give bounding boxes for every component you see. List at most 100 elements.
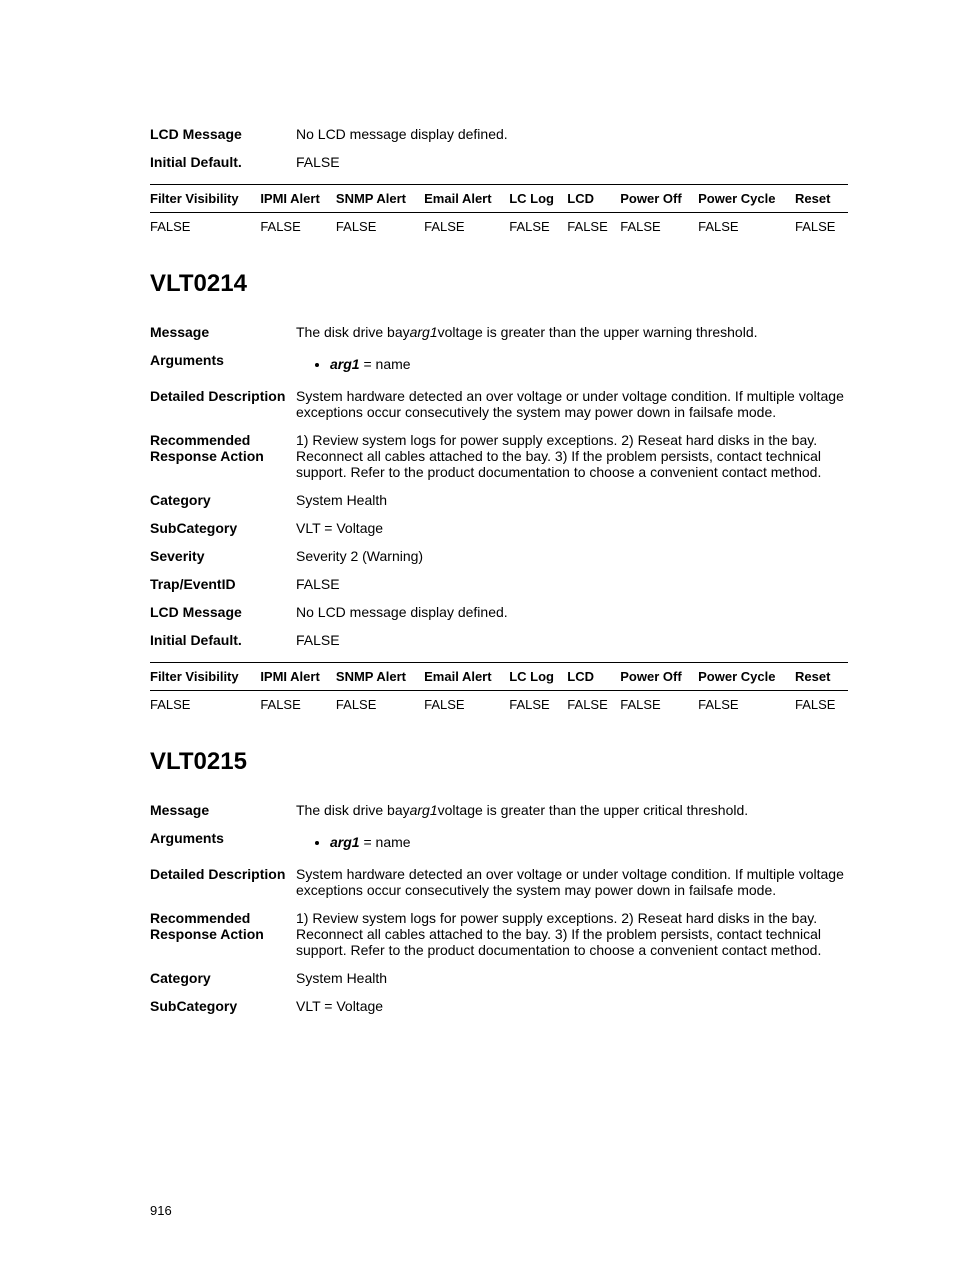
col-header: Filter Visibility [150, 185, 260, 213]
arg-val: = name [360, 356, 411, 372]
prop-label: LCD Message [150, 120, 296, 148]
prop-value: 1) Review system logs for power supply e… [296, 426, 848, 486]
table-row: Initial Default. FALSE [150, 148, 848, 176]
prop-label: Severity [150, 542, 296, 570]
col-header: Email Alert [424, 185, 509, 213]
prop-value: FALSE [296, 626, 848, 654]
prop-label: Recommended Response Action [150, 426, 296, 486]
cell: FALSE [336, 691, 424, 719]
prop-value: System Health [296, 486, 848, 514]
table-row: Recommended Response Action 1) Review sy… [150, 426, 848, 486]
arg-name: arg1 [330, 356, 360, 372]
prop-value: FALSE [296, 570, 848, 598]
cell: FALSE [620, 213, 698, 241]
col-header: Power Cycle [698, 185, 795, 213]
table-row: FALSE FALSE FALSE FALSE FALSE FALSE FALS… [150, 213, 848, 241]
prop-value: VLT = Voltage [296, 992, 848, 1020]
col-header: Reset [795, 663, 848, 691]
message-arg: arg1 [410, 802, 438, 818]
arg-val: = name [360, 834, 411, 850]
cell: FALSE [424, 213, 509, 241]
cell: FALSE [567, 691, 620, 719]
col-header: Power Off [620, 185, 698, 213]
cell: FALSE [509, 691, 567, 719]
cell: FALSE [336, 213, 424, 241]
prop-label: Detailed Description [150, 382, 296, 426]
prop-value: 1) Review system logs for power supply e… [296, 904, 848, 964]
prop-label: SubCategory [150, 514, 296, 542]
table-row: LCD Message No LCD message display defin… [150, 120, 848, 148]
prop-label: Detailed Description [150, 860, 296, 904]
message-pre: The disk drive bay [296, 802, 410, 818]
col-header: SNMP Alert [336, 185, 424, 213]
arguments-list: arg1 = name [330, 832, 848, 852]
table-row: Recommended Response Action 1) Review sy… [150, 904, 848, 964]
table-row: Message The disk drive bayarg1voltage is… [150, 318, 848, 346]
prop-value: No LCD message display defined. [296, 598, 848, 626]
cell: FALSE [260, 213, 336, 241]
table-row: Severity Severity 2 (Warning) [150, 542, 848, 570]
cell: FALSE [150, 691, 260, 719]
prop-label: Arguments [150, 346, 296, 382]
col-header: LC Log [509, 663, 567, 691]
prop-value: System hardware detected an over voltage… [296, 860, 848, 904]
col-header: Email Alert [424, 663, 509, 691]
message-post: voltage is greater than the upper warnin… [438, 324, 758, 340]
prop-label: Initial Default. [150, 626, 296, 654]
partial-top-props: LCD Message No LCD message display defin… [150, 120, 848, 176]
vlt0214-props: Message The disk drive bay arg1 voltage is… [150, 318, 848, 654]
prop-value: No LCD message display defined. [296, 120, 848, 148]
cell: FALSE [698, 213, 795, 241]
cell: FALSE [795, 691, 848, 719]
prop-value: System hardware detected an over voltage… [296, 382, 848, 426]
filter-table-1: Filter Visibility IPMI Alert SNMP Alert … [150, 184, 848, 240]
section-title-vlt0214: VLT0214 [150, 270, 848, 298]
prop-label: LCD Message [150, 598, 296, 626]
vlt0215-props: Message The disk drive bayarg1voltage is… [150, 796, 848, 1020]
prop-value: The disk drive bayarg1voltage is greater… [296, 796, 848, 824]
page-number: 916 [150, 1203, 172, 1218]
table-row: SubCategory VLT = Voltage [150, 514, 848, 542]
table-row: Trap/EventID FALSE [150, 570, 848, 598]
page-content: LCD Message No LCD message display defin… [0, 0, 954, 1268]
prop-label: Category [150, 486, 296, 514]
cell: FALSE [795, 213, 848, 241]
col-header: IPMI Alert [260, 663, 336, 691]
message-post: voltage is greater than the upper critic… [438, 802, 749, 818]
prop-value: arg1 = name [296, 824, 848, 860]
table-row: Detailed Description System hardware det… [150, 860, 848, 904]
cell: FALSE [698, 691, 795, 719]
cell: FALSE [424, 691, 509, 719]
cell: FALSE [620, 691, 698, 719]
argument-item: arg1 = name [330, 832, 848, 852]
table-row: Initial Default. FALSE [150, 626, 848, 654]
cell: FALSE [567, 213, 620, 241]
table-header-row: Filter Visibility IPMI Alert SNMP Alert … [150, 185, 848, 213]
prop-label: Initial Default. [150, 148, 296, 176]
table-row: Message The disk drive bayarg1voltage is… [150, 796, 848, 824]
col-header: LCD [567, 185, 620, 213]
col-header: Reset [795, 185, 848, 213]
message-pre: The disk drive bay [296, 324, 410, 340]
col-header: Filter Visibility [150, 663, 260, 691]
table-row: Category System Health [150, 486, 848, 514]
prop-label: Message [150, 318, 296, 346]
col-header: Power Off [620, 663, 698, 691]
table-row: SubCategory VLT = Voltage [150, 992, 848, 1020]
filter-table-2: Filter Visibility IPMI Alert SNMP Alert … [150, 662, 848, 718]
table-row: Arguments arg1 = name [150, 346, 848, 382]
prop-label: SubCategory [150, 992, 296, 1020]
col-header: IPMI Alert [260, 185, 336, 213]
arg-name: arg1 [330, 834, 360, 850]
prop-value: FALSE [296, 148, 848, 176]
prop-label: Trap/EventID [150, 570, 296, 598]
table-row: FALSE FALSE FALSE FALSE FALSE FALSE FALS… [150, 691, 848, 719]
table-row: Category System Health [150, 964, 848, 992]
col-header: LC Log [509, 185, 567, 213]
cell: FALSE [150, 213, 260, 241]
col-header: Power Cycle [698, 663, 795, 691]
prop-value: Severity 2 (Warning) [296, 542, 848, 570]
prop-label: Arguments [150, 824, 296, 860]
prop-label: Category [150, 964, 296, 992]
col-header: LCD [567, 663, 620, 691]
